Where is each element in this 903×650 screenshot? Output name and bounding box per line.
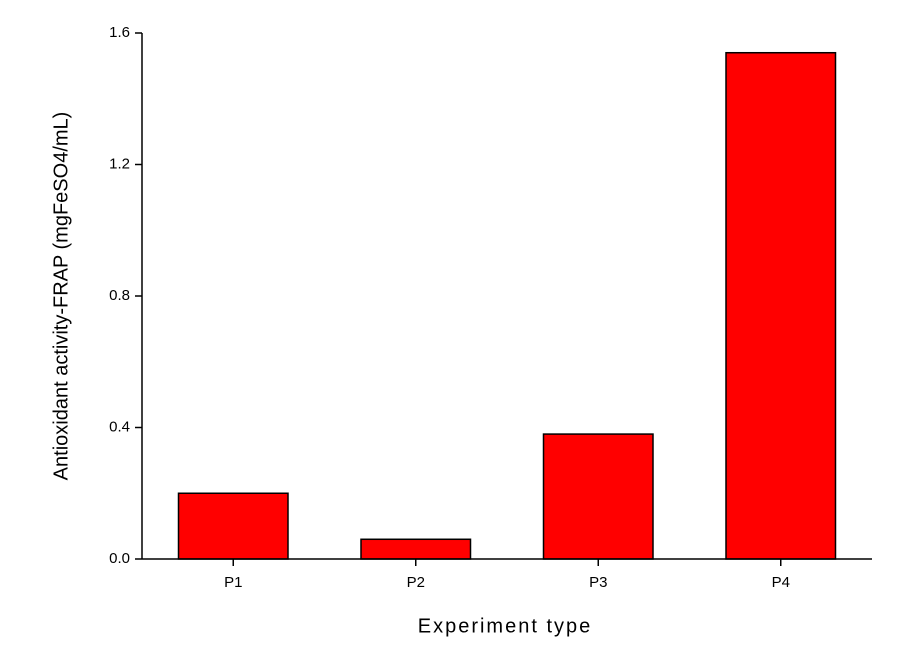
y-tick-label: 0.0 [109, 550, 130, 567]
bar [725, 51, 837, 560]
x-tick-label: P2 [407, 574, 425, 591]
x-tick-label: P4 [772, 574, 790, 591]
y-tick-label: 1.6 [109, 24, 130, 41]
y-tick-label: 0.8 [109, 287, 130, 304]
x-axis-title: Experiment type [418, 615, 593, 637]
x-tick-label: P3 [589, 574, 607, 591]
bar [360, 538, 472, 560]
y-tick-label: 1.2 [109, 155, 130, 172]
y-axis-title: Antioxidant activity-FRAP (mgFeSO4/mL) [50, 112, 72, 481]
bar [177, 492, 289, 560]
x-tick-label: P1 [224, 574, 242, 591]
y-tick-label: 0.4 [109, 418, 130, 435]
bar [542, 433, 654, 560]
